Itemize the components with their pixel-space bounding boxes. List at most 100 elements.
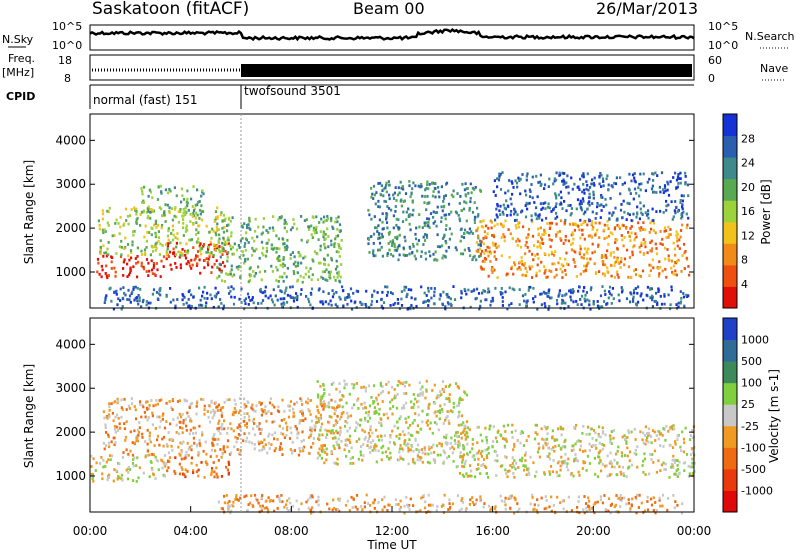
data-cell (367, 384, 370, 388)
data-cell (340, 263, 343, 266)
data-cell (304, 417, 307, 421)
data-cell (511, 287, 514, 291)
data-cell (516, 244, 519, 247)
data-cell (427, 286, 430, 290)
data-cell (601, 430, 605, 433)
data-cell (309, 494, 312, 498)
data-cell (676, 244, 679, 248)
data-cell (220, 455, 223, 459)
nave-tick-low: 0 (708, 72, 715, 85)
data-cell (432, 443, 435, 447)
data-cell (283, 291, 286, 295)
data-cell (457, 423, 460, 427)
data-cell (178, 255, 181, 259)
data-cell (593, 262, 596, 266)
data-cell (543, 187, 546, 190)
data-cell (327, 302, 330, 306)
data-cell (273, 449, 276, 453)
data-cell (660, 171, 664, 175)
data-cell (333, 275, 336, 279)
data-cell (127, 222, 130, 226)
data-cell (426, 180, 429, 184)
data-cell (348, 392, 351, 396)
nsky-label: N.Sky (2, 33, 34, 46)
data-cell (133, 441, 136, 445)
data-cell (123, 222, 126, 226)
data-cell (420, 285, 423, 289)
data-cell (440, 505, 443, 508)
data-cell (389, 435, 392, 439)
data-cell (149, 216, 152, 220)
data-cell (193, 426, 197, 430)
data-cell (324, 237, 327, 241)
data-cell (268, 401, 272, 405)
data-cell (332, 292, 335, 296)
data-cell (397, 503, 400, 506)
data-cell (382, 194, 385, 198)
data-cell (520, 430, 523, 433)
data-cell (146, 400, 149, 404)
data-cell (323, 243, 326, 247)
data-cell (263, 447, 266, 451)
data-cell (434, 402, 437, 405)
data-cell (601, 285, 604, 288)
data-cell (607, 183, 610, 187)
data-cell (180, 442, 184, 446)
data-cell (260, 509, 263, 513)
data-cell (655, 470, 658, 474)
data-cell (399, 415, 402, 418)
data-cell (607, 188, 610, 191)
data-cell (440, 216, 443, 220)
data-cell (626, 446, 629, 450)
data-cell (582, 188, 586, 192)
data-cell (437, 190, 440, 194)
data-cell (334, 400, 337, 403)
data-cell (246, 257, 249, 261)
data-cell (364, 389, 367, 393)
data-cell (251, 403, 254, 407)
data-cell (519, 432, 522, 436)
data-cell (203, 412, 206, 416)
data-cell (527, 286, 531, 289)
data-cell (247, 241, 250, 244)
colorbar-swatch (723, 200, 737, 223)
data-cell (415, 226, 418, 230)
colorbar-swatch (723, 135, 737, 158)
data-cell (169, 422, 172, 426)
data-cell (229, 511, 232, 515)
data-cell (575, 456, 578, 460)
data-cell (639, 228, 642, 232)
data-cell (597, 455, 600, 459)
data-cell (609, 460, 612, 463)
data-cell (518, 303, 521, 306)
data-cell (407, 426, 410, 430)
data-cell (460, 290, 463, 293)
data-cell (499, 172, 502, 176)
data-cell (106, 221, 109, 225)
data-cell (113, 428, 117, 431)
data-cell (283, 264, 286, 267)
data-cell (436, 245, 440, 248)
data-cell (548, 206, 551, 210)
data-cell (248, 273, 251, 277)
data-cell (117, 399, 120, 403)
data-cell (569, 288, 572, 292)
data-cell (400, 186, 403, 190)
data-cell (432, 221, 435, 225)
data-cell (379, 192, 382, 196)
data-cell (544, 268, 547, 272)
data-cell (280, 447, 284, 451)
data-cell (161, 244, 164, 247)
data-cell (368, 446, 371, 450)
data-cell (494, 218, 497, 222)
data-cell (148, 434, 151, 438)
data-cell (107, 441, 111, 445)
data-cell (634, 438, 637, 441)
data-cell (516, 267, 519, 271)
data-cell (463, 287, 466, 291)
data-cell (261, 504, 264, 508)
data-cell (507, 497, 510, 500)
data-cell (684, 250, 687, 253)
data-cell (545, 499, 548, 502)
data-cell (507, 228, 510, 231)
